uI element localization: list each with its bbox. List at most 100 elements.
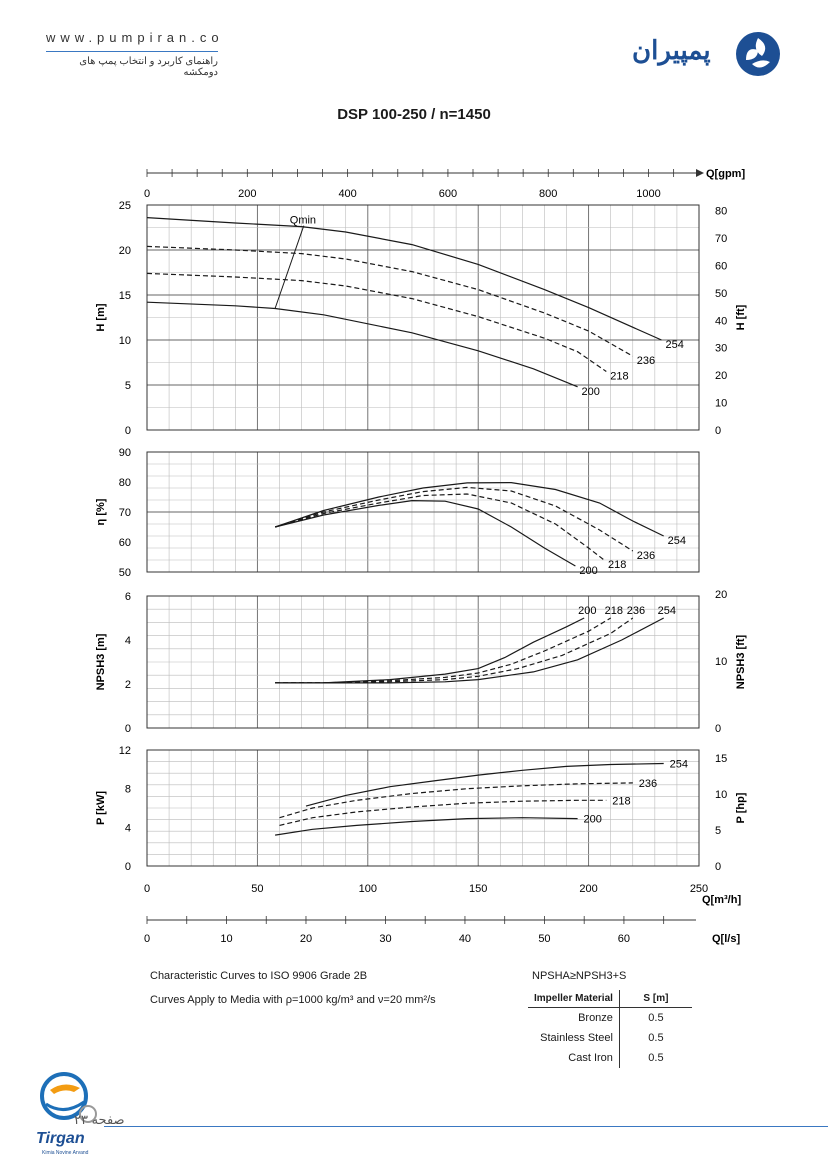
footer-divider bbox=[104, 1126, 828, 1127]
note-media: Curves Apply to Media with ρ=1000 kg/m³ … bbox=[150, 994, 436, 1006]
npsh-ytick-label: 4 bbox=[125, 635, 131, 647]
npsh-right-tick-label: 0 bbox=[715, 723, 721, 735]
power-ylabel: P [kW] bbox=[95, 791, 107, 825]
page-number: صفحه ۲۳ bbox=[74, 1112, 125, 1127]
tirgan-logo-name: Tirgan bbox=[36, 1130, 85, 1147]
efficiency-ylabel: η [%] bbox=[95, 498, 107, 525]
power-ytick-label: 8 bbox=[125, 784, 131, 796]
power-series-label: 236 bbox=[639, 778, 657, 790]
power-series-label: 200 bbox=[584, 814, 602, 826]
head-right-tick-label: 30 bbox=[715, 343, 727, 355]
head-ytick-label: 15 bbox=[119, 290, 131, 302]
head-series-218 bbox=[146, 272, 607, 372]
npsh-series-label: 200 bbox=[578, 605, 596, 617]
tirgan-logo-icon bbox=[40, 1072, 97, 1123]
head-ytick-label: 10 bbox=[119, 335, 131, 347]
m3h-tick-label: 100 bbox=[359, 883, 377, 895]
m3h-tick-label: 250 bbox=[690, 883, 708, 895]
power-ytick-label: 12 bbox=[119, 745, 131, 757]
m3h-axis-label: Q[m³/h] bbox=[702, 894, 741, 906]
npsh-series-label: 236 bbox=[627, 605, 645, 617]
power-ytick-label: 0 bbox=[125, 861, 131, 873]
tirgan-logo-sub: Kimia Novine Arvand bbox=[42, 1150, 89, 1156]
npsh-ytick-label: 2 bbox=[125, 679, 131, 691]
m3h-tick-label: 150 bbox=[469, 883, 487, 895]
head-ytick-label: 25 bbox=[119, 200, 131, 212]
ls-tick-label: 50 bbox=[538, 933, 550, 945]
npsh-series-236 bbox=[275, 617, 634, 684]
site-url[interactable]: www.pumpiran.co bbox=[46, 30, 224, 45]
ls-tick-label: 60 bbox=[618, 933, 630, 945]
npsh-right-ylabel: NPSH3 [ft] bbox=[735, 634, 747, 689]
head-series-label: 254 bbox=[665, 339, 683, 351]
table-row: Cast Iron 0.5 bbox=[528, 1048, 692, 1068]
gpm-axis-label: Q[gpm] bbox=[706, 168, 745, 180]
power-series-label: 254 bbox=[670, 759, 688, 771]
brand-emblem-icon bbox=[736, 32, 780, 76]
npsh-frame bbox=[146, 595, 700, 729]
power-right-ylabel: P [hp] bbox=[735, 792, 747, 823]
head-right-tick-label: 50 bbox=[715, 288, 727, 300]
efficiency-ytick-label: 60 bbox=[119, 537, 131, 549]
power-series-label: 218 bbox=[612, 795, 630, 807]
head-ytick-label: 0 bbox=[125, 425, 131, 437]
power-series-236 bbox=[279, 782, 633, 819]
note-standard: Characteristic Curves to ISO 9906 Grade … bbox=[150, 970, 368, 982]
head-right-tick-label: 80 bbox=[715, 206, 727, 218]
power-right-tick-label: 10 bbox=[715, 789, 727, 801]
head-series-label: 200 bbox=[582, 386, 600, 398]
npsh-ytick-label: 6 bbox=[125, 591, 131, 603]
head-ytick-label: 5 bbox=[125, 380, 131, 392]
material-name: Bronze bbox=[528, 1007, 620, 1028]
head-right-tick-label: 70 bbox=[715, 233, 727, 245]
npsh-series-label: 218 bbox=[605, 605, 623, 617]
head-right-tick-label: 20 bbox=[715, 370, 727, 382]
gpm-tick-label: 400 bbox=[338, 188, 356, 200]
npsh-series-200 bbox=[275, 617, 585, 684]
npsh-right-tick-label: 20 bbox=[715, 589, 727, 601]
efficiency-frame bbox=[146, 451, 700, 573]
head-right-tick-label: 40 bbox=[715, 315, 727, 327]
gpm-tick-label: 200 bbox=[238, 188, 256, 200]
power-right-tick-label: 15 bbox=[715, 753, 727, 765]
npsh-rule: NPSHA≥NPSH3+S bbox=[532, 970, 627, 982]
efficiency-ytick-label: 90 bbox=[119, 447, 131, 459]
efficiency-ytick-label: 70 bbox=[119, 507, 131, 519]
head-series-254 bbox=[146, 217, 662, 341]
gpm-tick-label: 0 bbox=[144, 188, 150, 200]
qmin-label: Qmin bbox=[290, 215, 316, 227]
col-header-material: Impeller Material bbox=[528, 990, 620, 1008]
head-ytick-label: 20 bbox=[119, 245, 131, 257]
npsh-ytick-label: 0 bbox=[125, 723, 131, 735]
power-right-tick-label: 0 bbox=[715, 861, 721, 873]
npsh-right-tick-label: 10 bbox=[715, 656, 727, 668]
power-series-200 bbox=[275, 817, 578, 836]
m3h-tick-label: 50 bbox=[251, 883, 263, 895]
efficiency-ytick-label: 50 bbox=[119, 567, 131, 579]
head-series-200 bbox=[146, 301, 578, 388]
efficiency-series-label: 200 bbox=[579, 565, 597, 577]
efficiency-series-218 bbox=[274, 493, 605, 561]
npsh-series-218 bbox=[275, 617, 612, 684]
head-series-label: 236 bbox=[637, 355, 655, 367]
power-series-254 bbox=[305, 762, 664, 807]
ls-tick-label: 40 bbox=[459, 933, 471, 945]
head-ylabel: H [m] bbox=[95, 303, 107, 331]
chart-notes: Characteristic Curves to ISO 9906 Grade … bbox=[150, 970, 436, 1018]
head-right-tick-label: 0 bbox=[715, 425, 721, 437]
efficiency-series-200 bbox=[274, 499, 576, 567]
head-right-ylabel: H [ft] bbox=[735, 304, 747, 330]
ls-tick-label: 10 bbox=[220, 933, 232, 945]
power-frame bbox=[146, 749, 700, 867]
material-name: Cast Iron bbox=[528, 1048, 620, 1068]
header-divider bbox=[46, 51, 218, 52]
npsh-series-254 bbox=[275, 617, 664, 684]
ls-tick-label: 0 bbox=[144, 933, 150, 945]
s-value: 0.5 bbox=[648, 1012, 664, 1024]
efficiency-series-label: 236 bbox=[637, 550, 655, 562]
gpm-tick-label: 600 bbox=[439, 188, 457, 200]
qmin-line bbox=[274, 225, 305, 309]
ls-tick-label: 20 bbox=[300, 933, 312, 945]
npsh-ylabel: NPSH3 [m] bbox=[95, 633, 107, 690]
